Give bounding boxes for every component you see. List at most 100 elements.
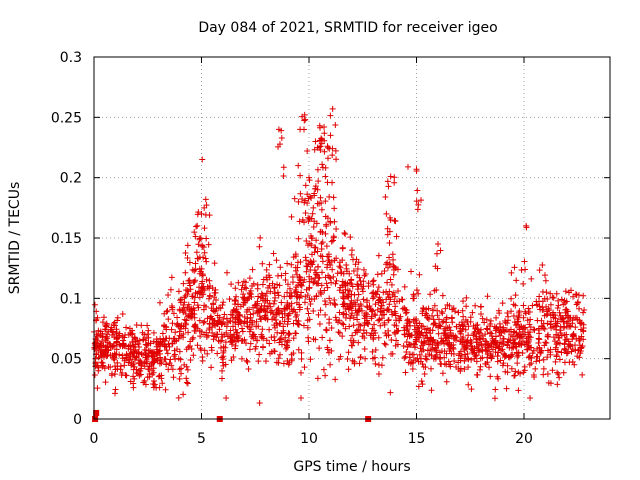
data-point	[418, 378, 425, 385]
data-point	[498, 347, 505, 354]
data-point	[222, 344, 229, 351]
data-point	[168, 326, 175, 333]
data-point	[410, 318, 417, 325]
data-point	[473, 343, 480, 350]
data-point	[558, 316, 565, 323]
data-point	[522, 310, 529, 317]
data-point	[243, 357, 250, 364]
data-point	[428, 352, 435, 359]
data-point	[308, 195, 315, 202]
data-point	[333, 317, 340, 324]
data-point	[284, 260, 291, 267]
data-point	[438, 361, 445, 368]
data-point	[581, 306, 588, 313]
data-point	[281, 305, 288, 312]
data-point	[492, 386, 499, 393]
data-point	[307, 266, 314, 273]
data-point	[554, 348, 561, 355]
data-point	[199, 156, 206, 163]
data-point	[290, 320, 297, 327]
data-point	[180, 391, 187, 398]
data-point	[284, 339, 291, 346]
data-point	[558, 349, 565, 356]
data-point	[316, 320, 323, 327]
data-point	[136, 372, 143, 379]
data-point	[482, 331, 489, 338]
data-point	[538, 317, 545, 324]
data-point	[262, 315, 269, 322]
data-point	[223, 315, 230, 322]
data-point	[440, 318, 447, 325]
x-tick-label: 15	[408, 431, 426, 447]
data-point	[463, 294, 470, 301]
data-point	[447, 363, 454, 370]
data-point	[514, 353, 521, 360]
data-point	[355, 291, 362, 298]
data-point	[313, 269, 320, 276]
data-point	[306, 316, 313, 323]
data-point	[258, 334, 265, 341]
data-point	[163, 361, 170, 368]
data-point	[194, 325, 201, 332]
data-point	[377, 308, 384, 315]
data-point	[275, 305, 282, 312]
data-point	[500, 327, 507, 334]
data-point	[222, 339, 229, 346]
data-point	[163, 335, 170, 342]
data-point	[391, 174, 398, 181]
data-point	[145, 327, 152, 334]
data-point	[430, 316, 437, 323]
data-point	[273, 320, 280, 327]
data-point	[350, 339, 357, 346]
data-point	[465, 381, 472, 388]
data-point	[255, 358, 262, 365]
data-point	[328, 324, 335, 331]
data-point	[249, 266, 256, 273]
data-point	[570, 330, 577, 337]
data-point	[240, 278, 247, 285]
data-point	[296, 301, 303, 308]
data-point	[520, 302, 527, 309]
data-point	[278, 135, 285, 142]
data-point	[540, 371, 547, 378]
data-point	[391, 217, 398, 224]
data-point	[370, 334, 377, 341]
data-point	[229, 311, 236, 318]
data-point	[172, 329, 179, 336]
data-point	[333, 156, 340, 163]
data-point	[306, 174, 312, 181]
data-point	[395, 287, 401, 294]
data-point	[512, 302, 519, 309]
data-point	[275, 126, 282, 133]
data-point	[327, 112, 334, 119]
data-point	[197, 347, 204, 354]
data-point	[333, 277, 340, 284]
data-point	[267, 288, 274, 295]
data-point	[382, 341, 389, 348]
data-point	[564, 349, 571, 356]
data-point	[544, 347, 551, 354]
data-point	[314, 248, 321, 255]
data-point	[209, 284, 216, 291]
data-point	[436, 322, 443, 329]
data-point	[301, 276, 308, 283]
data-point	[311, 278, 318, 285]
data-point	[295, 235, 302, 242]
data-point	[540, 365, 547, 372]
data-point	[569, 320, 576, 327]
data-point	[297, 258, 304, 265]
data-point	[323, 280, 330, 287]
data-point	[364, 320, 371, 327]
data-point	[282, 276, 289, 283]
data-point	[220, 299, 227, 306]
data-point	[317, 143, 324, 150]
data-point	[310, 279, 317, 286]
data-point	[333, 225, 340, 232]
data-point	[217, 305, 224, 312]
data-point	[318, 200, 325, 207]
data-point	[427, 291, 434, 298]
data-point	[317, 194, 324, 201]
data-point	[555, 370, 562, 377]
data-point	[345, 366, 352, 373]
data-point	[477, 336, 484, 343]
